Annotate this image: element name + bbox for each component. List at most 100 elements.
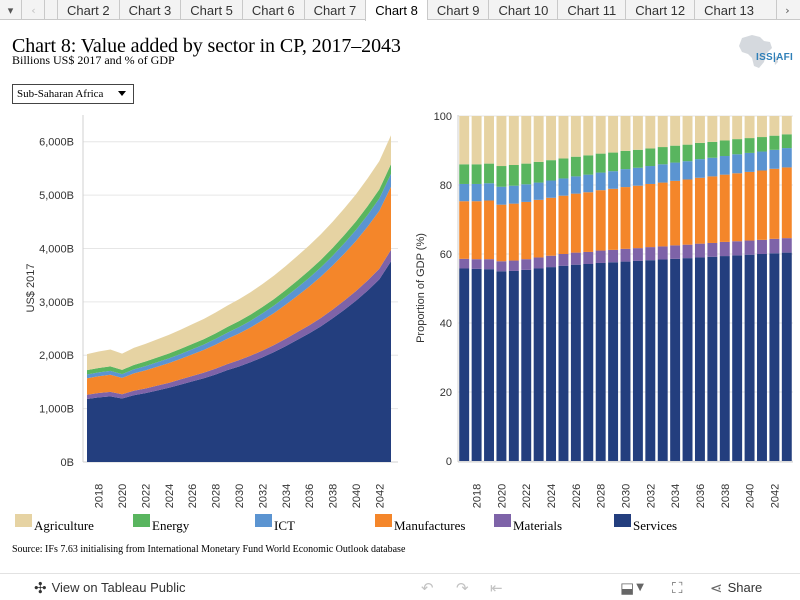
bar-segment-services[interactable]: [719, 256, 730, 461]
bar-segment-agriculture[interactable]: [484, 116, 494, 164]
tab-menu-dropdown-icon[interactable]: ▾: [0, 0, 22, 20]
bar-segment-agriculture[interactable]: [558, 116, 569, 159]
tab-chart-9[interactable]: Chart 9: [426, 0, 489, 20]
download-button[interactable]: ⬓ ▼: [620, 574, 644, 600]
bar-segment-energy[interactable]: [670, 145, 681, 163]
bar-segment-ict[interactable]: [645, 166, 656, 184]
bar-segment-materials[interactable]: [682, 244, 693, 259]
bar-segment-services[interactable]: [471, 268, 482, 461]
view-on-tableau-public-link[interactable]: ✣ View on Tableau Public: [34, 574, 186, 600]
bar-segment-ict[interactable]: [570, 176, 581, 194]
bar-segment-materials[interactable]: [707, 242, 718, 257]
bar-segment-agriculture[interactable]: [657, 116, 668, 148]
bar-segment-manufactures[interactable]: [583, 192, 594, 252]
bar-segment-materials[interactable]: [781, 238, 792, 253]
bar-segment-agriculture[interactable]: [508, 116, 519, 165]
legend-item-manufactures[interactable]: Manufactures: [375, 513, 465, 533]
bar-segment-materials[interactable]: [546, 255, 557, 268]
bar-segment-energy[interactable]: [570, 156, 581, 177]
tab-chart-11[interactable]: Chart 11: [557, 0, 625, 20]
bar-segment-materials[interactable]: [732, 241, 743, 256]
bar-segment-ict[interactable]: [496, 186, 507, 205]
bar-segment-services[interactable]: [533, 268, 544, 461]
bar-segment-materials[interactable]: [484, 259, 494, 270]
bar-segment-energy[interactable]: [707, 141, 718, 158]
bar-segment-agriculture[interactable]: [533, 116, 544, 162]
bar-segment-materials[interactable]: [670, 245, 681, 259]
tab-chart-8-active[interactable]: Chart 8: [365, 0, 427, 21]
bar-segment-agriculture[interactable]: [694, 116, 705, 143]
bar-segment-services[interactable]: [682, 258, 693, 461]
bar-segment-materials[interactable]: [769, 238, 780, 254]
bar-segment-ict[interactable]: [632, 167, 643, 186]
bar-segment-manufactures[interactable]: [533, 199, 544, 258]
bar-segment-agriculture[interactable]: [521, 116, 532, 164]
bar-segment-services[interactable]: [521, 269, 532, 461]
legend-item-services[interactable]: Services: [614, 513, 677, 533]
tab-chart-12[interactable]: Chart 12: [625, 0, 694, 20]
bar-segment-materials[interactable]: [694, 243, 705, 258]
region-filter-dropdown[interactable]: Sub-Saharan Africa: [12, 84, 134, 104]
bar-segment-manufactures[interactable]: [719, 174, 730, 242]
bar-segment-services[interactable]: [645, 260, 656, 461]
bar-segment-energy[interactable]: [682, 144, 693, 162]
bar-segment-services[interactable]: [484, 269, 494, 461]
bar-segment-energy[interactable]: [719, 140, 730, 157]
bar-segment-agriculture[interactable]: [583, 116, 594, 156]
bar-segment-materials[interactable]: [533, 257, 544, 269]
bar-segment-agriculture[interactable]: [781, 116, 792, 135]
bar-segment-materials[interactable]: [608, 249, 619, 263]
bar-segment-manufactures[interactable]: [670, 180, 681, 246]
bar-segment-materials[interactable]: [657, 246, 668, 260]
bar-segment-manufactures[interactable]: [744, 171, 755, 241]
bar-segment-ict[interactable]: [471, 183, 482, 202]
tab-scroll-left-icon[interactable]: ‹: [23, 0, 45, 20]
bar-segment-agriculture[interactable]: [682, 116, 693, 145]
bar-segment-ict[interactable]: [546, 180, 557, 198]
bar-segment-agriculture[interactable]: [719, 116, 730, 141]
bar-segment-energy[interactable]: [595, 153, 606, 173]
bar-segment-manufactures[interactable]: [546, 197, 557, 256]
bar-segment-ict[interactable]: [608, 171, 619, 189]
tab-chart-6[interactable]: Chart 6: [241, 0, 304, 20]
fullscreen-button[interactable]: ⛶: [672, 574, 683, 600]
bar-segment-materials[interactable]: [558, 254, 569, 266]
bar-segment-agriculture[interactable]: [670, 116, 681, 146]
bar-segment-services[interactable]: [508, 270, 519, 461]
bar-segment-ict[interactable]: [583, 174, 594, 193]
bar-segment-manufactures[interactable]: [732, 173, 743, 242]
bar-segment-manufactures[interactable]: [558, 195, 569, 254]
bar-segment-materials[interactable]: [632, 248, 643, 261]
bar-segment-ict[interactable]: [484, 183, 494, 201]
area-series-services[interactable]: [87, 261, 391, 462]
bar-segment-agriculture[interactable]: [471, 116, 482, 165]
legend-item-energy[interactable]: Energy: [133, 513, 189, 533]
bar-segment-materials[interactable]: [719, 241, 730, 257]
bar-segment-ict[interactable]: [757, 151, 767, 171]
bar-segment-ict[interactable]: [620, 169, 631, 188]
bar-segment-agriculture[interactable]: [546, 116, 557, 161]
bar-segment-manufactures[interactable]: [632, 185, 643, 249]
bar-segment-agriculture[interactable]: [732, 116, 743, 140]
bar-segment-ict[interactable]: [694, 159, 705, 178]
bar-segment-ict[interactable]: [719, 156, 730, 175]
bar-segment-agriculture[interactable]: [632, 116, 643, 150]
bar-segment-energy[interactable]: [620, 150, 631, 170]
legend-item-materials[interactable]: Materials: [494, 513, 562, 533]
bar-segment-manufactures[interactable]: [471, 201, 482, 260]
bar-segment-manufactures[interactable]: [508, 203, 519, 261]
bar-segment-energy[interactable]: [484, 163, 494, 184]
bar-segment-services[interactable]: [744, 254, 755, 461]
bar-segment-materials[interactable]: [595, 250, 606, 263]
bar-segment-services[interactable]: [496, 271, 507, 461]
bar-segment-ict[interactable]: [558, 178, 569, 196]
bar-segment-ict[interactable]: [682, 161, 693, 180]
bar-segment-ict[interactable]: [670, 162, 681, 181]
bar-segment-services[interactable]: [558, 265, 569, 461]
bar-segment-agriculture[interactable]: [620, 116, 631, 151]
bar-segment-manufactures[interactable]: [608, 188, 619, 250]
bar-segment-services[interactable]: [757, 254, 767, 461]
redo-button[interactable]: ↷: [456, 574, 469, 600]
bar-segment-services[interactable]: [732, 255, 743, 461]
bar-segment-ict[interactable]: [459, 183, 470, 202]
